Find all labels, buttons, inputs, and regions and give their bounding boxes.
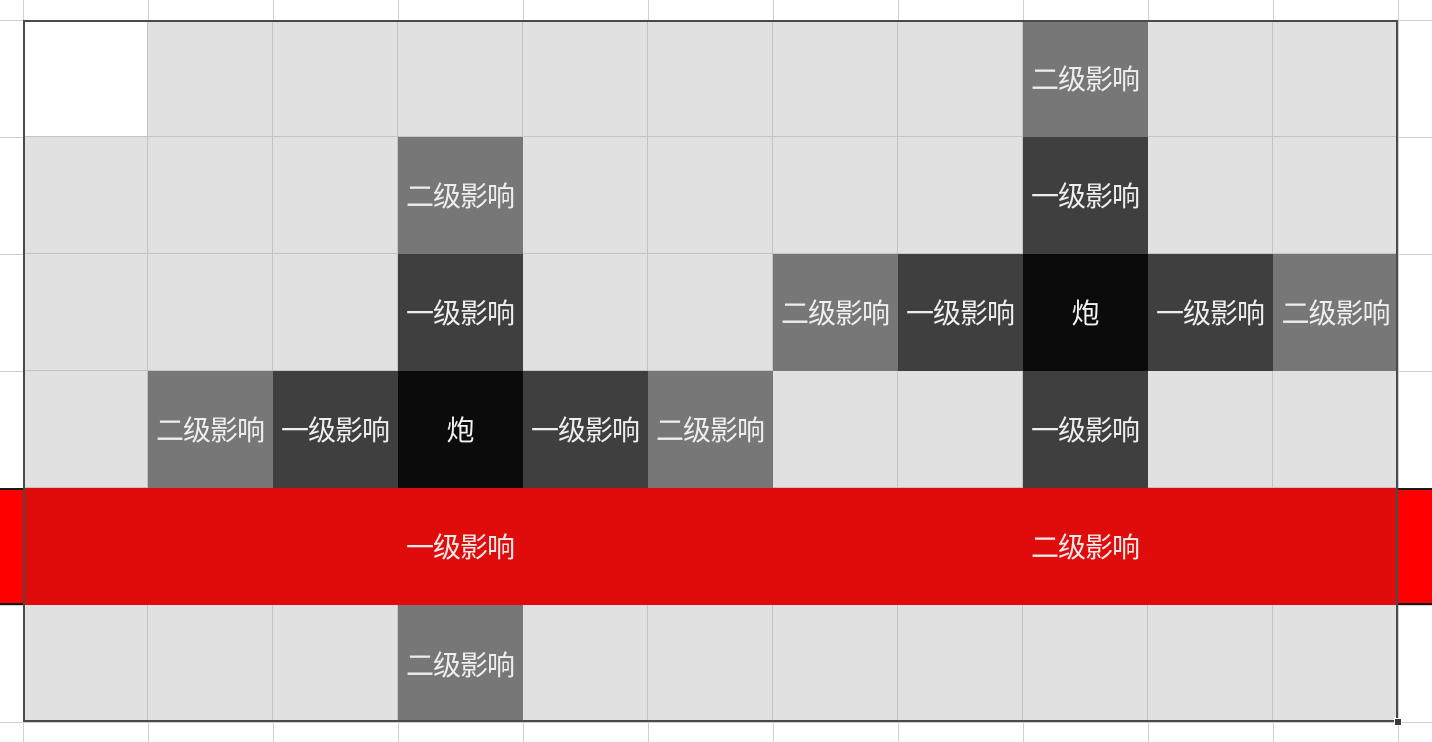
cell-level1-impact[interactable]: 一级影响	[1023, 137, 1148, 254]
cell-red-row[interactable]: 二级影响	[1023, 488, 1148, 605]
cell-blank[interactable]	[23, 20, 148, 137]
cell-red-row[interactable]	[1148, 488, 1273, 605]
cell-red-row[interactable]: 一级影响	[398, 488, 523, 605]
cell-red-row[interactable]	[898, 488, 1023, 605]
cell-empty[interactable]	[898, 371, 1023, 488]
cell-empty[interactable]	[898, 20, 1023, 137]
fill-handle[interactable]	[1394, 718, 1402, 726]
cell-empty[interactable]	[1023, 605, 1148, 722]
cell-empty[interactable]	[148, 254, 273, 371]
cell-empty[interactable]	[773, 605, 898, 722]
cell-empty[interactable]	[148, 137, 273, 254]
cell-red-row[interactable]	[148, 488, 273, 605]
cell-empty[interactable]	[1273, 371, 1398, 488]
cell-empty[interactable]	[648, 605, 773, 722]
cell-red-row[interactable]	[1273, 488, 1398, 605]
cell-empty[interactable]	[898, 137, 1023, 254]
cell-empty[interactable]	[773, 20, 898, 137]
cell-empty[interactable]	[523, 137, 648, 254]
cell-cannon[interactable]: 炮	[398, 371, 523, 488]
cell-red-row[interactable]	[273, 488, 398, 605]
cell-red-row[interactable]	[523, 488, 648, 605]
spreadsheet-grid: 二级影响 二级影响 一级影响 一级影响 二级影响 一级影响炮一级影响 二级影响 二级影响 一级影…	[23, 20, 1398, 722]
cell-empty[interactable]	[773, 137, 898, 254]
cell-level1-impact[interactable]: 一级影响	[1148, 254, 1273, 371]
cell-empty[interactable]	[648, 20, 773, 137]
cell-red-row[interactable]	[773, 488, 898, 605]
cell-empty[interactable]	[148, 20, 273, 137]
cell-level2-impact[interactable]: 二级影响	[648, 371, 773, 488]
cell-empty[interactable]	[523, 254, 648, 371]
cell-level1-impact[interactable]: 一级影响	[398, 254, 523, 371]
cell-level2-impact[interactable]: 二级影响	[773, 254, 898, 371]
cell-empty[interactable]	[148, 605, 273, 722]
cell-empty[interactable]	[1273, 137, 1398, 254]
cell-empty[interactable]	[398, 20, 523, 137]
cell-empty[interactable]	[1148, 605, 1273, 722]
cell-empty[interactable]	[273, 20, 398, 137]
cell-level1-impact[interactable]: 一级影响	[898, 254, 1023, 371]
cell-cannon[interactable]: 炮	[1023, 254, 1148, 371]
cell-empty[interactable]	[773, 371, 898, 488]
cell-empty[interactable]	[273, 605, 398, 722]
cell-empty[interactable]	[23, 605, 148, 722]
cell-level2-impact[interactable]: 二级影响	[1023, 20, 1148, 137]
cell-empty[interactable]	[273, 137, 398, 254]
cell-level2-impact[interactable]: 二级影响	[398, 605, 523, 722]
cell-empty[interactable]	[273, 254, 398, 371]
cell-level2-impact[interactable]: 二级影响	[148, 371, 273, 488]
cell-empty[interactable]	[523, 605, 648, 722]
cell-empty[interactable]	[1148, 137, 1273, 254]
cell-empty[interactable]	[898, 605, 1023, 722]
cell-empty[interactable]	[648, 137, 773, 254]
cell-level1-impact[interactable]: 一级影响	[1023, 371, 1148, 488]
cell-empty[interactable]	[648, 254, 773, 371]
cell-empty[interactable]	[523, 20, 648, 137]
cell-empty[interactable]	[1148, 371, 1273, 488]
cell-level2-impact[interactable]: 二级影响	[398, 137, 523, 254]
cell-red-row[interactable]	[648, 488, 773, 605]
cell-empty[interactable]	[23, 254, 148, 371]
cell-empty[interactable]	[23, 137, 148, 254]
cell-empty[interactable]	[1148, 20, 1273, 137]
cell-level2-impact[interactable]: 二级影响	[1273, 254, 1398, 371]
cell-empty[interactable]	[1273, 605, 1398, 722]
cell-empty[interactable]	[23, 371, 148, 488]
cell-level1-impact[interactable]: 一级影响	[273, 371, 398, 488]
cell-red-row[interactable]	[23, 488, 148, 605]
cell-level1-impact[interactable]: 一级影响	[523, 371, 648, 488]
cell-empty[interactable]	[1273, 20, 1398, 137]
